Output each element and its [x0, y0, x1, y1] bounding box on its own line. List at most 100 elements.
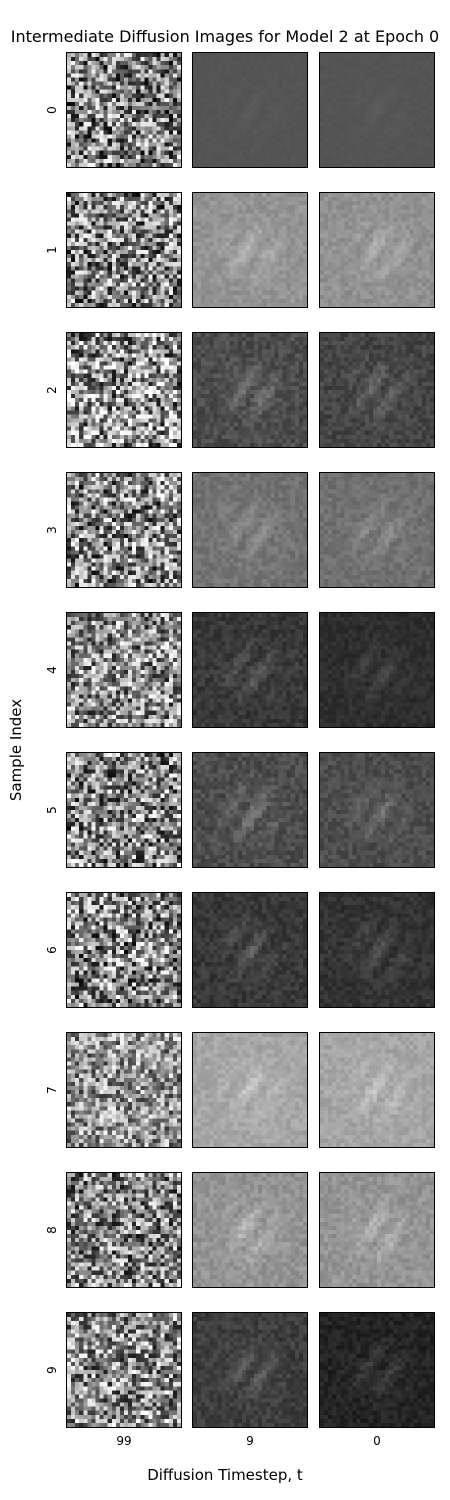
pixel-cell [332, 158, 337, 163]
pixel-cell [417, 130, 422, 135]
pixel-cell [115, 258, 120, 263]
pixel-cell [381, 205, 386, 210]
pixel-cell [99, 142, 104, 147]
pixel-cell [83, 122, 88, 127]
pixel-cell [217, 221, 222, 226]
pixel-cell [417, 225, 422, 230]
pixel-cell [148, 118, 153, 123]
pixel-cell [221, 142, 226, 147]
pixel-cell [176, 57, 181, 62]
pixel-cell [79, 197, 84, 202]
pixel-cell [205, 57, 210, 62]
pixel-cell [336, 258, 341, 263]
pixel-cell [107, 53, 112, 58]
pixel-cell [176, 101, 181, 106]
pixel-cell [332, 201, 337, 206]
pixel-cell [340, 69, 345, 74]
pixel-cell [148, 61, 153, 66]
pixel-cell [278, 221, 283, 226]
pixel-cell [393, 282, 398, 287]
pixel-cell [160, 333, 165, 338]
pixel-cell [132, 142, 137, 147]
pixel-cell [164, 233, 169, 238]
pixel-cell [409, 274, 414, 279]
pixel-cell [107, 237, 112, 242]
pixel-cell [425, 233, 430, 238]
pixel-cell [201, 290, 206, 295]
pixel-cell [352, 254, 357, 259]
pixel-cell [352, 302, 357, 307]
pixel-cell [348, 126, 353, 131]
pixel-cell [168, 158, 173, 163]
pixel-cell [413, 286, 418, 291]
pixel-cell [421, 274, 426, 279]
pixel-cell [401, 158, 406, 163]
pixel-cell [372, 93, 378, 98]
pixel-cell [282, 193, 287, 198]
pixel-cell [124, 118, 129, 123]
pixel-cell [389, 138, 394, 143]
pixel-cell [324, 294, 329, 299]
pixel-cell [372, 302, 378, 307]
pixel-cell [250, 233, 255, 238]
pixel-cell [294, 122, 299, 127]
pixel-cell [344, 85, 349, 90]
pixel-cell [103, 266, 108, 271]
pixel-cell [128, 217, 133, 222]
pixel-cell [294, 229, 299, 234]
pixel-cell [217, 162, 222, 167]
pixel-cell [111, 290, 116, 295]
pixel-cell [294, 162, 299, 167]
pixel-cell [320, 61, 325, 66]
pixel-cell [250, 262, 255, 267]
pixel-cell [124, 150, 129, 155]
pixel-cell [274, 274, 279, 279]
pixel-cell [332, 150, 337, 155]
pixel-cell [413, 77, 418, 82]
pixel-cell [164, 254, 169, 259]
pixel-cell [336, 105, 341, 111]
pixel-cell [103, 278, 108, 283]
pixel-cell [377, 114, 382, 119]
pixel-cell [172, 361, 177, 366]
pixel-cell [213, 266, 218, 271]
pixel-cell [201, 282, 206, 287]
pixel-cell [393, 85, 398, 90]
pixel-cell [274, 294, 279, 299]
pixel-cell [95, 369, 100, 374]
pixel-cell [176, 286, 181, 291]
pixel-cell [360, 201, 365, 206]
pixel-cell [340, 150, 345, 155]
pixel-cell [197, 201, 202, 206]
pixel-cell [372, 61, 378, 66]
pixel-cell [294, 101, 299, 106]
pixel-cell [401, 298, 406, 303]
pixel-cell [250, 250, 255, 255]
pixel-cell [176, 221, 181, 226]
pixel-cell [229, 193, 234, 198]
pixel-cell [385, 278, 390, 283]
pixel-cell [425, 162, 430, 167]
pixel-cell [372, 213, 378, 218]
pixel-cell [401, 154, 406, 159]
pixel-cell [148, 258, 153, 263]
pixel-cell [290, 262, 295, 267]
pixel-cell [132, 245, 137, 251]
pixel-cell [107, 270, 112, 275]
pixel-cell [360, 270, 365, 275]
pixel-cell [172, 142, 177, 147]
pixel-cell [111, 266, 116, 271]
pixel-cell [115, 126, 120, 131]
pixel-cell [413, 97, 418, 102]
pixel-cell [270, 85, 275, 90]
pixel-cell [95, 349, 100, 354]
pixel-cell [241, 286, 246, 291]
pixel-cell [332, 146, 337, 151]
pixel-cell [421, 201, 426, 206]
pixel-cell [405, 229, 410, 234]
pixel-cell [389, 282, 394, 287]
pixel-cell [233, 122, 238, 127]
pixel-cell [364, 146, 369, 151]
pixel-cell [99, 193, 104, 198]
pixel-cell [381, 233, 386, 238]
